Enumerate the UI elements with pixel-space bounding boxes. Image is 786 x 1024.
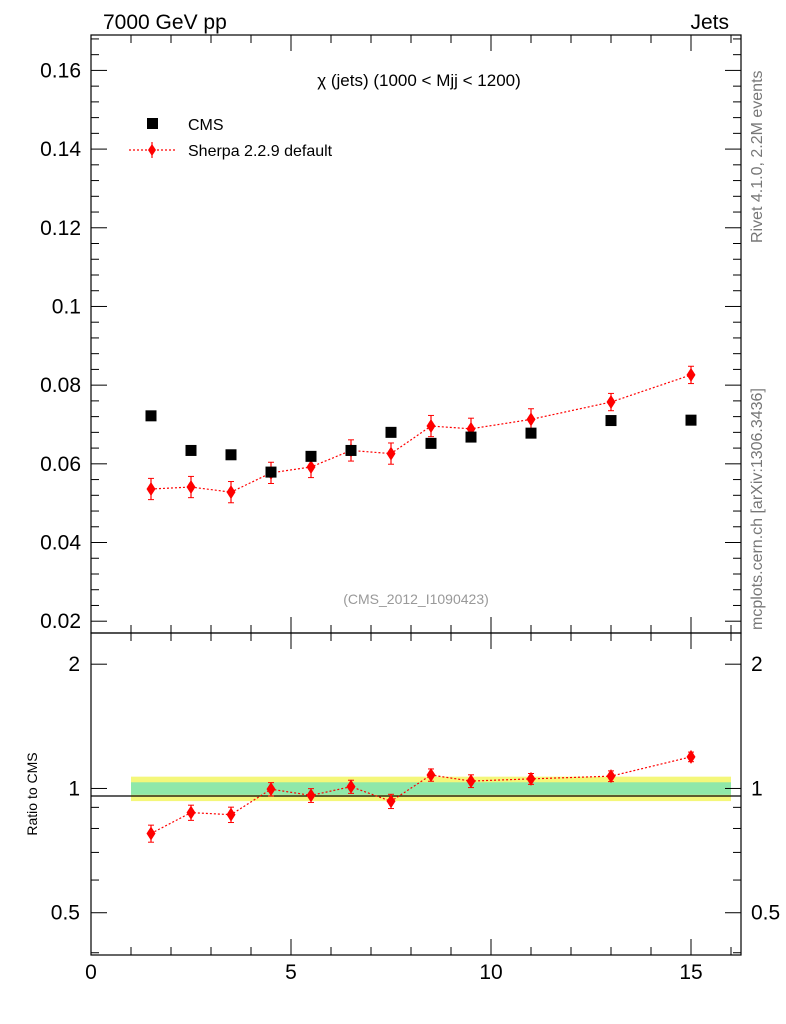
ratio-point <box>686 749 696 764</box>
y-tick-label: 0.14 <box>40 138 81 161</box>
x-tick-label: 15 <box>679 961 702 984</box>
sherpa-point <box>226 485 236 500</box>
ratio-point <box>466 774 476 789</box>
legend-label-sherpa: Sherpa 2.2.9 default <box>188 143 333 160</box>
x-tick-label: 10 <box>479 961 502 984</box>
sherpa-point <box>686 367 696 382</box>
ratio-point <box>306 788 316 803</box>
cms-point <box>425 437 437 449</box>
sherpa-point <box>426 419 436 434</box>
main-data <box>145 365 697 504</box>
ratio-point <box>386 794 396 809</box>
ratio-band-inner <box>371 782 411 795</box>
main-axis-ticks: 0.02 0.04 0.06 0.08 0.1 0.12 0.14 0.16 <box>40 35 741 633</box>
ratio-y-tick-label: 1 <box>68 777 80 800</box>
y-tick-label: 0.1 <box>52 295 81 318</box>
sherpa-line <box>150 374 692 493</box>
x-tick-label: 0 <box>85 961 97 984</box>
ratio-y-tick-label-right: 1 <box>751 777 763 800</box>
legend-marker-cms <box>147 118 158 129</box>
ratio-point <box>186 805 196 820</box>
y-tick-label: 0.08 <box>40 374 81 397</box>
ratio-plot-frame <box>90 632 742 956</box>
ratio-band-inner <box>131 782 171 795</box>
ratio-plot: 0 5 10 15 0.5 0.5 1 1 2 2 Ratio to CMS <box>24 632 780 984</box>
legend: CMS Sherpa 2.2.9 default <box>129 117 333 160</box>
ratio-band-inner <box>651 782 731 795</box>
ratio-band-inner <box>571 782 651 795</box>
ratio-axis-ticks: 0 5 10 15 0.5 0.5 1 1 2 2 <box>51 633 780 984</box>
y-tick-label: 0.04 <box>40 532 81 555</box>
ratio-point <box>526 771 536 786</box>
cms-point <box>345 444 357 456</box>
analysis-label: (CMS_2012_I1090423) <box>343 591 489 607</box>
cms-point <box>265 466 277 478</box>
ratio-y-tick-label: 0.5 <box>51 902 80 925</box>
process-label: Jets <box>690 11 729 34</box>
side-label-rivet: Rivet 4.1.0, 2.2M events <box>749 70 766 243</box>
plot-title: χ (jets) (1000 < Mjj < 1200) <box>317 71 521 90</box>
ratio-point <box>266 782 276 797</box>
ratio-y-tick-label-right: 2 <box>751 653 763 676</box>
ratio-point <box>146 826 156 841</box>
cms-point <box>225 449 237 461</box>
main-plot: 0.02 0.04 0.06 0.08 0.1 0.12 0.14 0.16 χ (jets)… <box>40 34 742 634</box>
ratio-band-inner <box>451 782 491 795</box>
cms-point <box>605 415 617 427</box>
y-tick-label: 0.06 <box>40 453 81 476</box>
sherpa-point <box>146 482 156 497</box>
y-tick-label: 0.16 <box>40 59 81 82</box>
ratio-y-tick-label-right: 0.5 <box>751 902 780 925</box>
sherpa-point <box>306 459 316 474</box>
energy-label: 7000 GeV pp <box>103 11 227 34</box>
cms-point <box>685 414 697 426</box>
ratio-point <box>346 779 356 794</box>
y-tick-label: 0.02 <box>40 610 81 633</box>
cms-point <box>525 427 537 439</box>
side-label-mcplots: mcplots.cern.ch [arXiv:1306.3436] <box>749 388 766 630</box>
ratio-band-inner <box>211 782 251 795</box>
ratio-band-inner <box>491 782 571 795</box>
cms-point <box>385 426 397 438</box>
y-tick-label: 0.12 <box>40 217 81 240</box>
ratio-point <box>606 769 616 784</box>
ratio-point <box>226 807 236 822</box>
ratio-y-tick-label: 2 <box>68 653 80 676</box>
sherpa-point <box>186 480 196 495</box>
legend-label-cms: CMS <box>188 117 224 134</box>
ratio-band-inner <box>411 782 451 795</box>
sherpa-point <box>386 446 396 461</box>
ratio-ylabel: Ratio to CMS <box>24 752 40 835</box>
cms-point <box>145 410 157 422</box>
sherpa-point <box>606 395 616 410</box>
cms-point <box>185 444 197 456</box>
ratio-band-inner <box>171 782 211 795</box>
cms-point <box>465 431 477 443</box>
ratio-data <box>146 749 696 843</box>
legend-marker-sherpa <box>148 144 156 156</box>
cms-point <box>305 450 317 462</box>
sherpa-point <box>526 412 536 427</box>
x-tick-label: 5 <box>285 961 297 984</box>
ratio-point <box>426 767 436 782</box>
